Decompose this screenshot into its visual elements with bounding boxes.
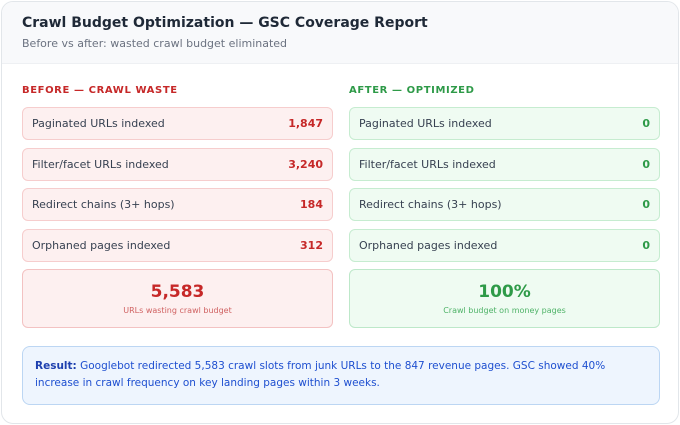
row-value: 3,240: [288, 157, 323, 171]
row-value: 0: [642, 198, 650, 211]
row-value: 312: [300, 238, 323, 252]
after-row-paginated: Paginated URLs indexed 0: [349, 107, 660, 140]
before-summary-value: 5,583: [150, 282, 205, 302]
before-row-filter-facet: Filter/facet URLs indexed 3,240: [22, 147, 333, 181]
row-label: Filter/facet URLs indexed: [32, 157, 169, 171]
result-callout: Result: Googlebot redirected 5,583 crawl…: [22, 346, 660, 405]
before-column: BEFORE — CRAWL WASTE Paginated URLs inde…: [22, 84, 333, 328]
after-column: AFTER — OPTIMIZED Paginated URLs indexed…: [349, 84, 660, 328]
row-label: Redirect chains (3+ hops): [359, 198, 502, 211]
page-title: Crawl Budget Optimization — GSC Coverage…: [22, 15, 428, 31]
before-row-orphaned: Orphaned pages indexed 312: [22, 228, 333, 262]
after-summary-caption: Crawl budget on money pages: [443, 306, 566, 315]
after-row-orphaned: Orphaned pages indexed 0: [349, 228, 660, 262]
after-summary: 100% Crawl budget on money pages: [349, 269, 660, 328]
row-label: Paginated URLs indexed: [32, 117, 165, 130]
row-label: Filter/facet URLs indexed: [359, 157, 496, 171]
row-value: 0: [642, 238, 650, 252]
after-row-redirect-chains: Redirect chains (3+ hops) 0: [349, 188, 660, 221]
page-subtitle: Before vs after: wasted crawl budget eli…: [22, 37, 288, 50]
before-row-redirect-chains: Redirect chains (3+ hops) 184: [22, 188, 333, 221]
row-label: Orphaned pages indexed: [32, 238, 171, 252]
row-label: Orphaned pages indexed: [359, 238, 498, 252]
row-value: 1,847: [288, 117, 323, 130]
row-label: Paginated URLs indexed: [359, 117, 492, 130]
report-header: Crawl Budget Optimization — GSC Coverage…: [2, 2, 678, 64]
row-value: 0: [642, 157, 650, 171]
before-summary-caption: URLs wasting crawl budget: [123, 306, 232, 315]
result-text: Googlebot redirected 5,583 crawl slots f…: [35, 360, 606, 389]
row-value: 184: [300, 198, 323, 211]
before-row-paginated: Paginated URLs indexed 1,847: [22, 107, 333, 140]
after-row-filter-facet: Filter/facet URLs indexed 0: [349, 147, 660, 181]
result-label: Result:: [35, 360, 77, 372]
before-summary: 5,583 URLs wasting crawl budget: [22, 269, 333, 328]
row-value: 0: [642, 117, 650, 130]
row-label: Redirect chains (3+ hops): [32, 198, 175, 211]
before-heading: BEFORE — CRAWL WASTE: [22, 85, 178, 96]
after-heading: AFTER — OPTIMIZED: [349, 85, 475, 96]
after-summary-value: 100%: [478, 282, 531, 302]
